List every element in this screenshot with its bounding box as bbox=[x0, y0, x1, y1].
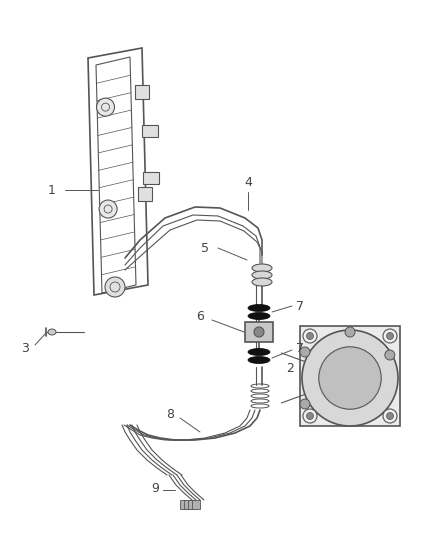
Circle shape bbox=[386, 413, 393, 419]
Text: 7: 7 bbox=[296, 342, 304, 354]
Text: 9: 9 bbox=[151, 481, 159, 495]
Circle shape bbox=[385, 350, 395, 360]
Circle shape bbox=[300, 347, 310, 357]
Text: 2: 2 bbox=[286, 361, 294, 375]
Ellipse shape bbox=[252, 264, 272, 272]
Circle shape bbox=[319, 347, 381, 409]
Circle shape bbox=[303, 329, 317, 343]
Ellipse shape bbox=[248, 349, 270, 356]
Text: 3: 3 bbox=[21, 342, 29, 354]
FancyBboxPatch shape bbox=[192, 500, 200, 509]
FancyBboxPatch shape bbox=[180, 500, 188, 509]
Circle shape bbox=[383, 409, 397, 423]
Circle shape bbox=[254, 327, 264, 337]
Ellipse shape bbox=[48, 329, 56, 335]
Circle shape bbox=[307, 333, 314, 340]
FancyBboxPatch shape bbox=[143, 172, 159, 184]
Text: 6: 6 bbox=[196, 310, 204, 322]
Circle shape bbox=[302, 330, 398, 426]
FancyBboxPatch shape bbox=[245, 322, 273, 342]
Ellipse shape bbox=[248, 312, 270, 319]
Ellipse shape bbox=[252, 271, 272, 279]
Text: 4: 4 bbox=[244, 175, 252, 189]
FancyBboxPatch shape bbox=[138, 187, 152, 201]
Ellipse shape bbox=[248, 304, 270, 311]
Circle shape bbox=[307, 413, 314, 419]
Text: 8: 8 bbox=[166, 408, 174, 422]
Circle shape bbox=[99, 200, 117, 218]
Circle shape bbox=[96, 98, 114, 116]
Ellipse shape bbox=[248, 357, 270, 364]
Circle shape bbox=[383, 329, 397, 343]
FancyBboxPatch shape bbox=[135, 85, 149, 99]
Text: 5: 5 bbox=[201, 241, 209, 254]
Circle shape bbox=[105, 277, 125, 297]
FancyBboxPatch shape bbox=[188, 500, 196, 509]
Text: 7: 7 bbox=[296, 300, 304, 312]
Circle shape bbox=[345, 327, 355, 337]
FancyBboxPatch shape bbox=[142, 125, 158, 137]
Circle shape bbox=[386, 333, 393, 340]
Ellipse shape bbox=[252, 278, 272, 286]
Circle shape bbox=[300, 399, 310, 409]
Polygon shape bbox=[300, 326, 400, 426]
Text: 1: 1 bbox=[48, 183, 56, 197]
Circle shape bbox=[303, 409, 317, 423]
FancyBboxPatch shape bbox=[184, 500, 192, 509]
